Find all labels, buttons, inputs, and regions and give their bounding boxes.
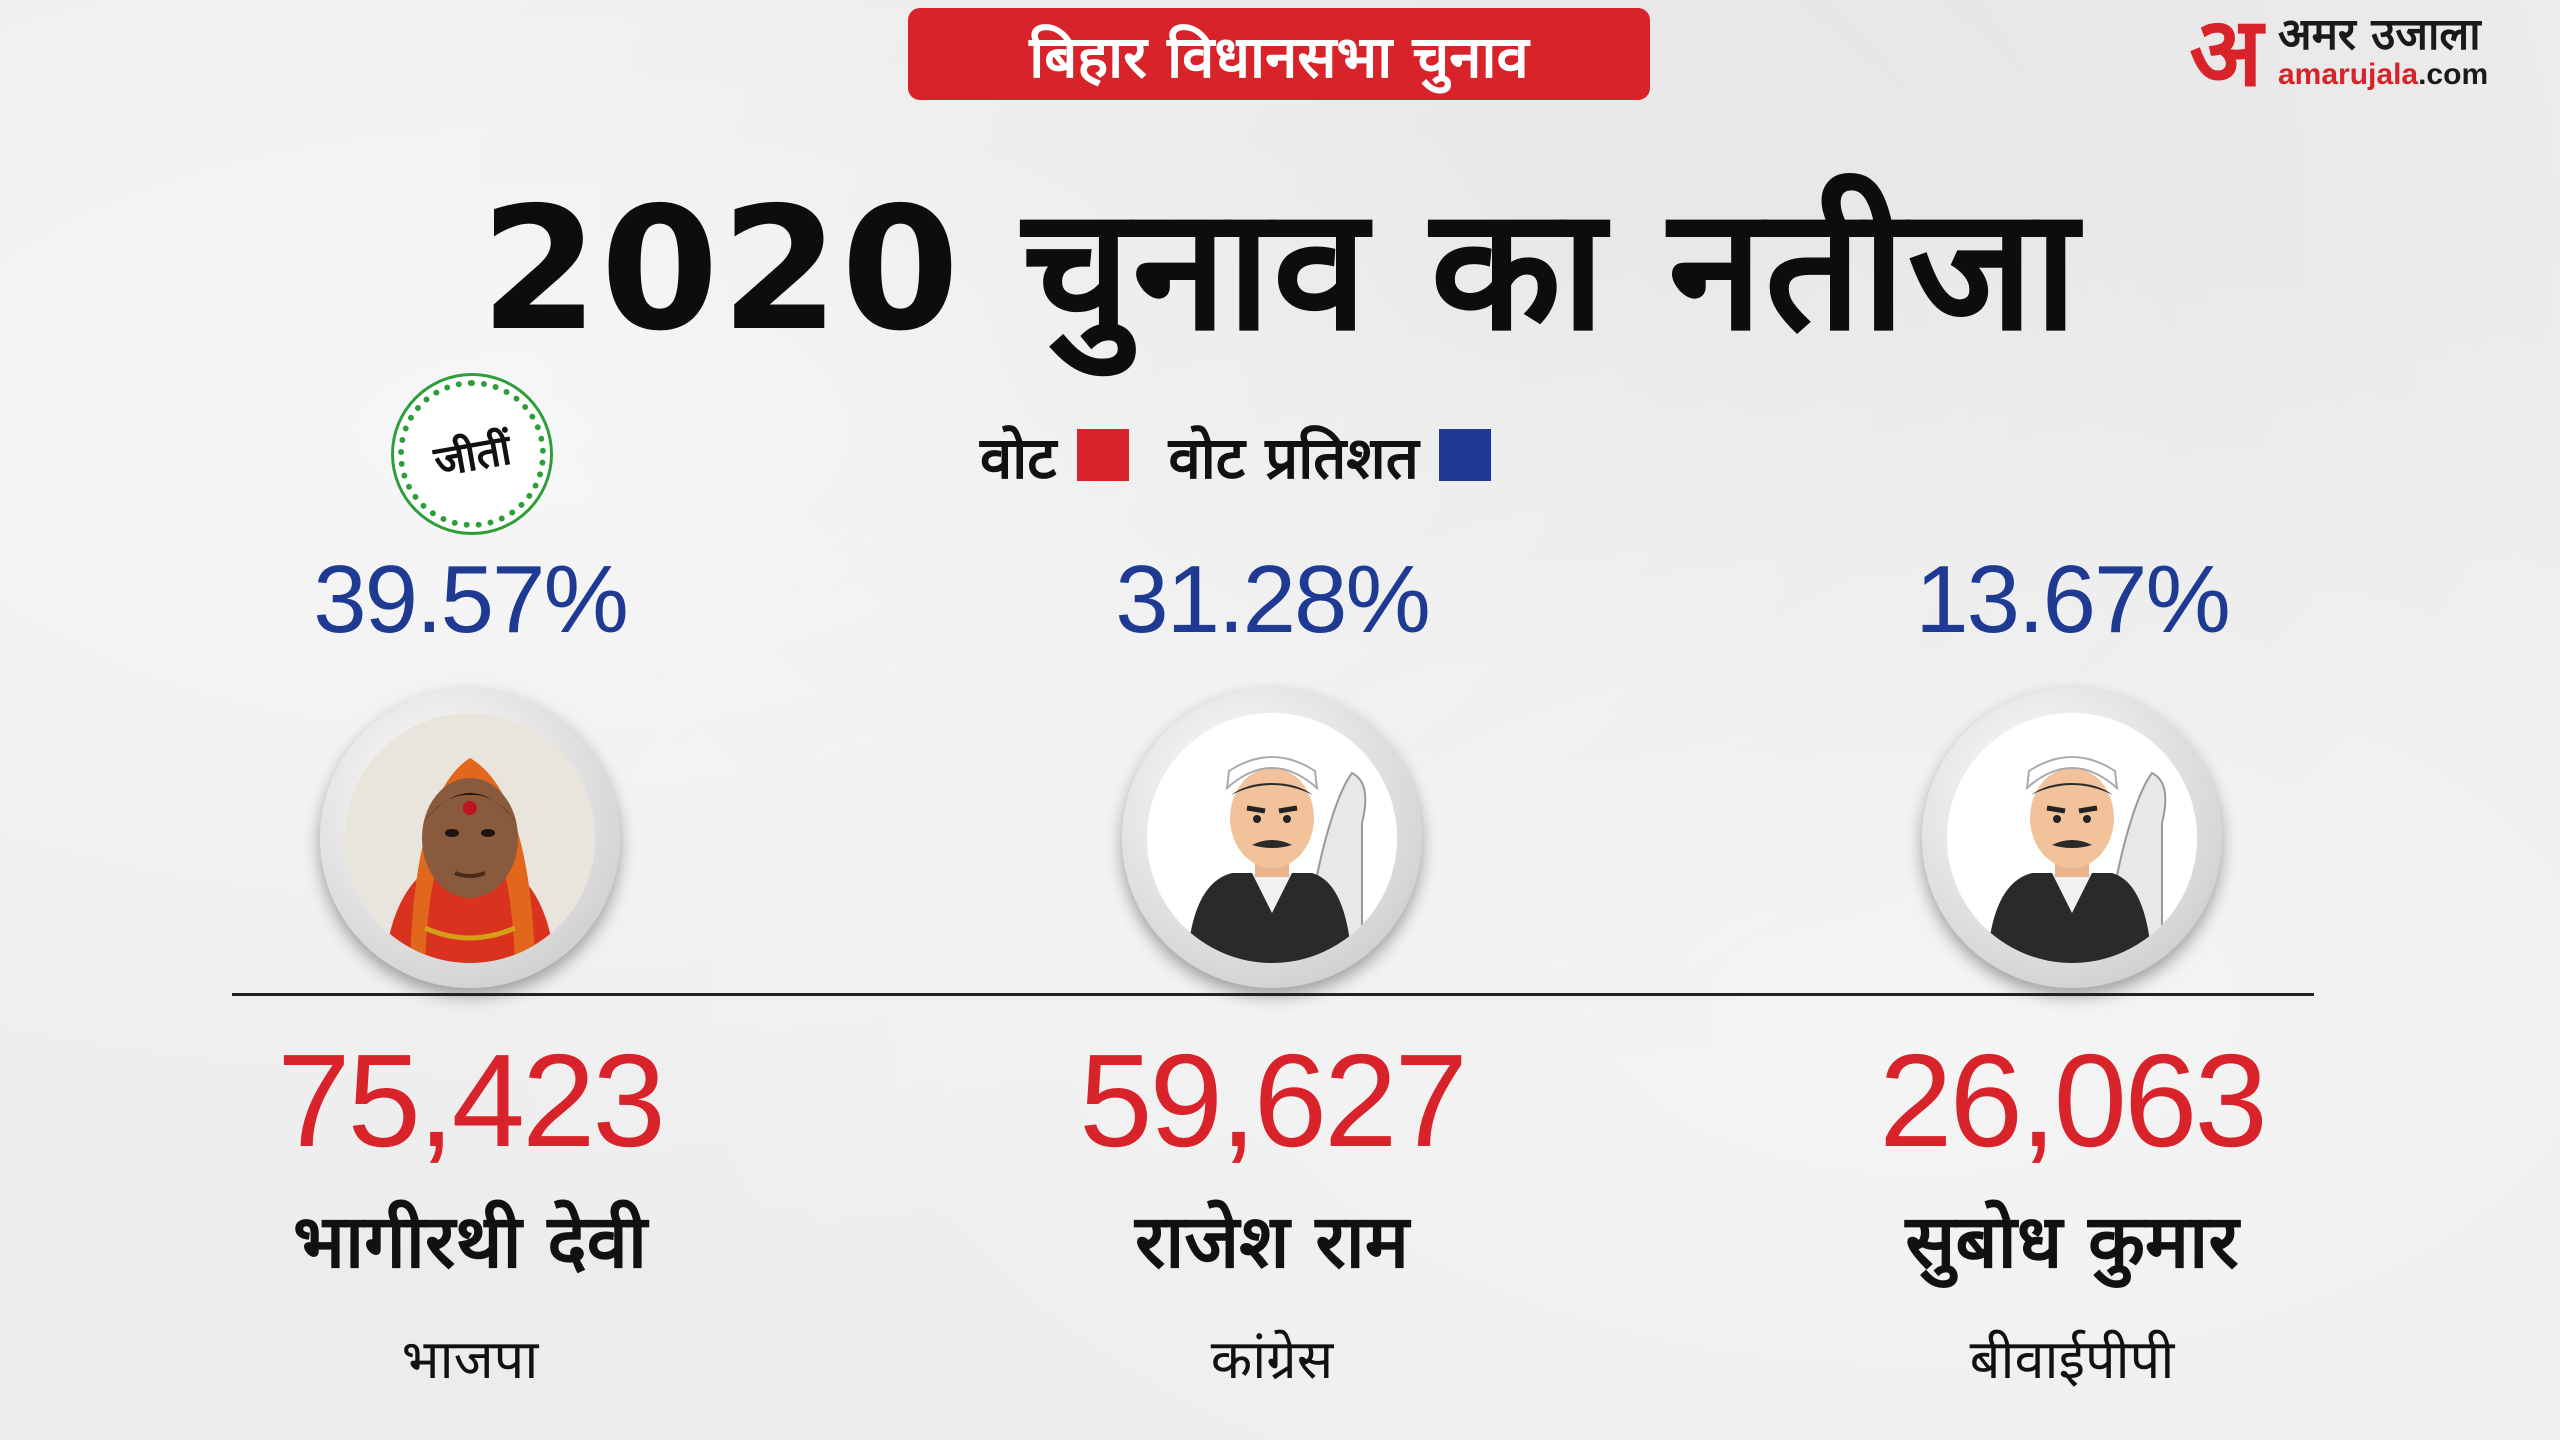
legend: वोट वोट प्रतिशत [980,420,1491,492]
woman-photo-icon [345,713,595,963]
legend-votes-label: वोट [980,423,1057,492]
candidate-2-votes: 59,627 [1079,1027,1468,1174]
candidate-2-percent: 31.28% [1115,546,1431,653]
divider-line [232,993,2314,996]
candidate-1-percent: 39.57% [313,546,629,653]
man-cartoon-icon [1147,713,1397,963]
candidate-2-party: कांग्रेस [1210,1328,1334,1391]
amar-ujala-logo: अ अमर उजाला amarujala.com [2180,0,2550,108]
candidate-2-name: राजेश राम [1134,1199,1410,1285]
legend-votes-swatch [1076,429,1129,481]
candidate-3-party: बीवाईपीपी [1969,1328,2175,1391]
candidate-1-votes: 75,423 [277,1027,666,1174]
candidate-1-avatar [320,688,620,988]
candidate-3-percent: 13.67% [1915,546,2231,653]
man-cartoon-icon [1947,713,2197,963]
logo-mark-icon: अ [2189,0,2263,108]
page-title: 2020 चुनाव का नतीजा [480,171,2080,369]
logo-url: amarujala.com [2278,58,2489,91]
candidate-3-name: सुबोध कुमार [1905,1199,2239,1285]
winner-badge-label: जीतीं [430,424,515,486]
candidate-1-name: भागीरथी देवी [292,1199,648,1285]
winner-badge: जीतीं [398,380,546,528]
candidate-1-party: भाजपा [401,1328,539,1391]
candidate-2-avatar [1122,688,1422,988]
legend-percent-swatch [1438,429,1491,481]
candidate-3-votes: 26,063 [1879,1027,2268,1174]
logo-name: अमर उजाला [2278,9,2481,60]
candidate-3-avatar [1922,688,2222,988]
legend-percent-label: वोट प्रतिशत [1168,423,1419,492]
header-tag: बिहार विधानसभा चुनाव [908,8,1650,100]
